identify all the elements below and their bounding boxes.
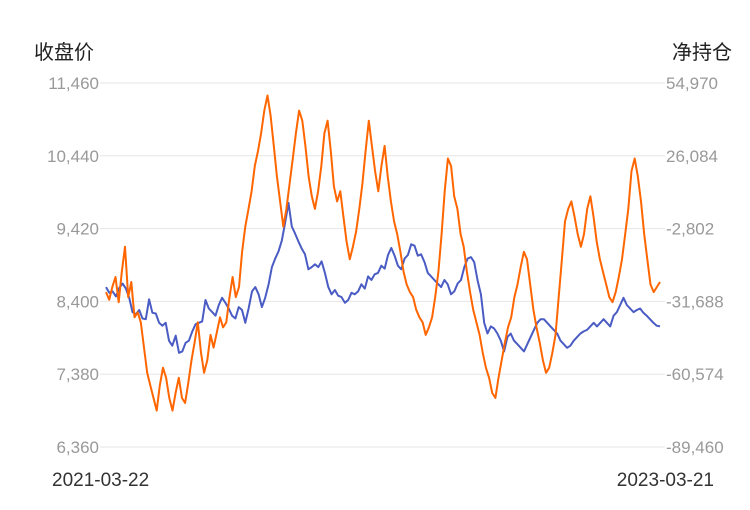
left-tick-label: 8,400 <box>56 292 99 311</box>
left-tick-label: 10,440 <box>47 147 99 166</box>
right-axis-ticks: 54,970 26,084 -2,802 -31,688 -60,574 -89,460 <box>666 74 724 457</box>
left-tick-label: 6,360 <box>56 438 99 457</box>
x-axis-end-label: 2023-03-21 <box>616 470 714 491</box>
left-axis-ticks: 11,460 10,440 9,420 8,400 7,380 6,360 <box>47 74 99 457</box>
x-axis-start-label: 2021-03-22 <box>52 470 150 491</box>
right-tick-label: 54,970 <box>666 74 718 93</box>
right-tick-label: -2,802 <box>666 220 714 239</box>
left-tick-label: 11,460 <box>48 74 99 93</box>
right-tick-label: 26,084 <box>666 147 718 166</box>
right-tick-label: -60,574 <box>666 365 724 384</box>
series-lines <box>105 94 661 412</box>
left-tick-label: 7,380 <box>56 365 99 384</box>
left-tick-label: 9,420 <box>56 220 99 239</box>
left-axis-title: 收盘价 <box>34 42 94 64</box>
right-tick-label: -89,460 <box>666 438 724 457</box>
right-axis-title: 净持仓 <box>672 42 732 64</box>
grid-lines <box>100 82 665 448</box>
net-position-line <box>105 94 661 412</box>
right-tick-label: -31,688 <box>666 292 724 311</box>
